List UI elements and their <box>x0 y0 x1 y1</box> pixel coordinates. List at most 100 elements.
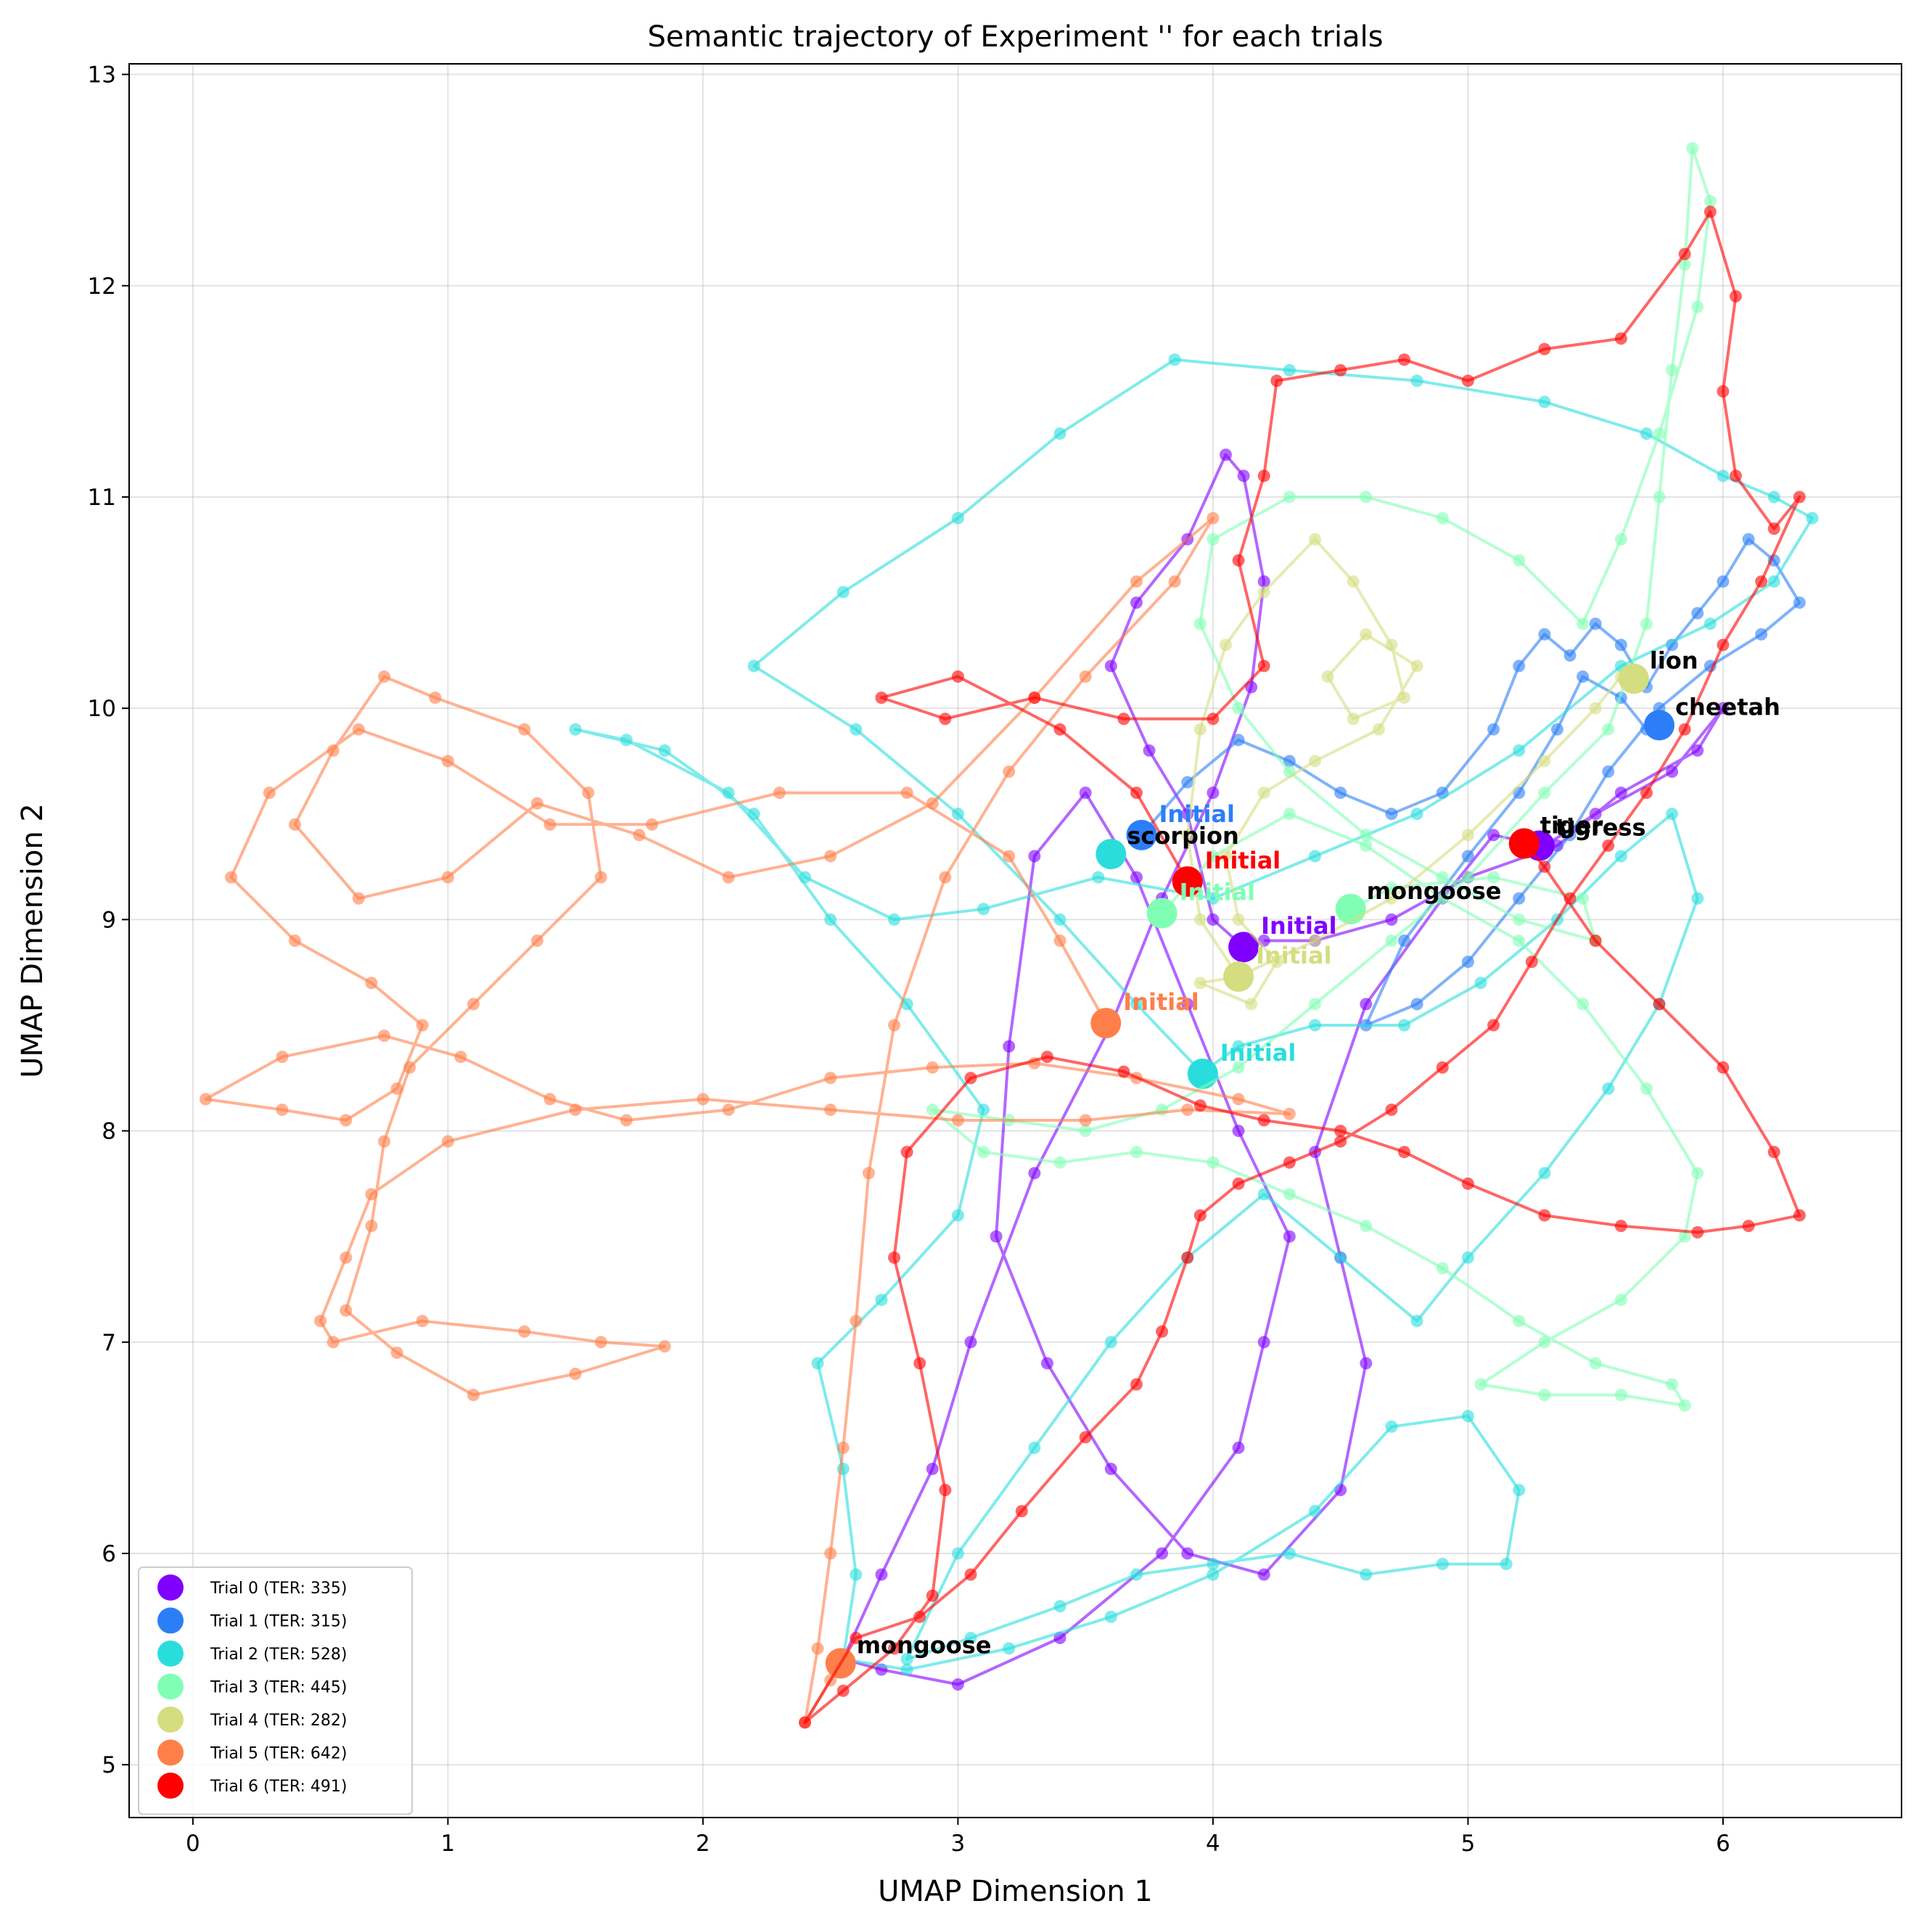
initial-marker <box>1090 1008 1122 1039</box>
trajectory-point <box>1283 1230 1296 1243</box>
final-marker <box>1618 663 1649 694</box>
initial-label: Initial <box>1256 942 1331 969</box>
trajectory-point <box>365 977 378 990</box>
final-marker <box>1644 710 1675 741</box>
series-trial-5 <box>199 512 1296 1729</box>
trajectory-point <box>1257 660 1270 673</box>
trajectory-point <box>799 1716 812 1729</box>
trajectory-point <box>403 1061 416 1074</box>
trajectory-point <box>1666 1378 1679 1391</box>
legend-marker <box>157 1739 184 1766</box>
trajectory-point <box>926 1061 939 1074</box>
trajectory-point <box>441 755 454 768</box>
series-trial-6 <box>799 205 1806 1729</box>
trajectory-point <box>824 1547 837 1560</box>
x-tick-label: 5 <box>1461 1831 1476 1857</box>
trajectory-point <box>1193 1209 1207 1222</box>
initial-marker <box>1126 819 1157 850</box>
trajectory-point <box>1360 628 1373 641</box>
trajectory-point <box>1538 1336 1551 1349</box>
trajectory-point <box>1257 586 1270 599</box>
trajectory-point <box>467 1389 480 1402</box>
trajectory-point <box>1207 913 1220 926</box>
trajectory-point <box>1232 554 1245 567</box>
trajectory-point <box>276 1103 289 1116</box>
y-tick-label: 8 <box>102 1119 116 1145</box>
trajectory-point <box>1538 755 1551 768</box>
trajectory-point <box>1640 1082 1653 1095</box>
trajectory-point <box>850 723 863 736</box>
trajectory-point <box>1053 1600 1066 1613</box>
trajectory-point <box>1040 1051 1053 1064</box>
trajectory-point <box>1410 998 1423 1011</box>
trajectory-point <box>1717 638 1730 652</box>
trajectory-point <box>1678 1230 1691 1243</box>
trajectory-point <box>964 1072 977 1085</box>
y-tick-label: 6 <box>102 1541 116 1567</box>
trajectory-point <box>1360 839 1373 852</box>
trajectory-point <box>429 691 442 705</box>
trajectory-point <box>1181 776 1194 789</box>
end-word-label: tiger <box>1540 812 1603 839</box>
trajectory-point <box>1028 1441 1041 1454</box>
trajectory-point <box>1104 660 1117 673</box>
initial-marker <box>1228 932 1259 963</box>
trajectory-point <box>1283 1107 1296 1120</box>
end-word-label: mongoose <box>857 1631 992 1659</box>
trajectory-point <box>951 1209 964 1222</box>
trajectory-point <box>1767 1146 1780 1159</box>
trajectory-point <box>1550 723 1563 736</box>
trajectory-point <box>1130 871 1143 884</box>
trajectory-point <box>1334 1125 1347 1138</box>
trajectory-point <box>951 1547 964 1560</box>
trajectory-point <box>1410 1315 1423 1328</box>
trajectory-point <box>773 787 786 800</box>
trajectory-point <box>1640 617 1653 631</box>
trajectory-point <box>1461 1177 1474 1190</box>
trajectory-point <box>1513 913 1526 926</box>
trajectory-point <box>1410 374 1423 387</box>
end-word-label: cheetah <box>1675 693 1780 720</box>
trajectory-point <box>1309 533 1322 546</box>
legend-label: Trial 6 (TER: 491) <box>210 1778 347 1796</box>
trajectory-point <box>1686 141 1699 155</box>
trajectory-point <box>1563 829 1577 842</box>
trajectory-point <box>1538 861 1551 874</box>
trajectory-point <box>1793 1209 1806 1222</box>
legend-label: Trial 1 (TER: 315) <box>210 1613 347 1631</box>
trajectory-point <box>1232 1177 1245 1190</box>
trajectory-point <box>1691 892 1704 905</box>
trajectory-point <box>1538 1167 1551 1180</box>
trajectory-point <box>1003 850 1016 863</box>
initial-marker <box>1187 1058 1218 1089</box>
trajectory-point <box>1730 469 1743 482</box>
trajectory-point <box>1398 935 1411 947</box>
trajectory-point <box>1104 1336 1117 1349</box>
series-trial-1 <box>1126 533 1806 1032</box>
trajectory-point <box>1309 850 1322 863</box>
trajectory-point <box>964 1568 977 1581</box>
trajectory-point <box>1385 808 1398 821</box>
trajectory-point <box>1193 723 1207 736</box>
trajectory-point <box>340 1114 353 1127</box>
trajectory-point <box>1767 575 1780 588</box>
trajectory-point <box>1283 808 1296 821</box>
legend-label: Trial 2 (TER: 528) <box>210 1646 347 1664</box>
trajectory-point <box>620 1114 633 1127</box>
trajectory-point <box>1079 670 1092 683</box>
trajectory-point <box>1079 787 1092 800</box>
trajectory-point <box>1436 512 1449 525</box>
trajectory-point <box>1079 1114 1092 1127</box>
trajectory-point <box>1538 1209 1551 1222</box>
trajectory-point <box>1513 1315 1526 1328</box>
trajectory-point <box>1130 998 1143 1011</box>
trajectory-point <box>1207 1568 1220 1581</box>
trajectory-point <box>977 1146 990 1159</box>
trajectory-point <box>530 935 543 947</box>
trajectory-point <box>1283 1547 1296 1560</box>
trajectory-point <box>722 1103 735 1116</box>
trajectory-point <box>1232 1125 1245 1138</box>
trajectory-point <box>1207 1156 1220 1169</box>
trajectory-point <box>1334 1135 1347 1148</box>
trajectory-point <box>326 744 340 757</box>
